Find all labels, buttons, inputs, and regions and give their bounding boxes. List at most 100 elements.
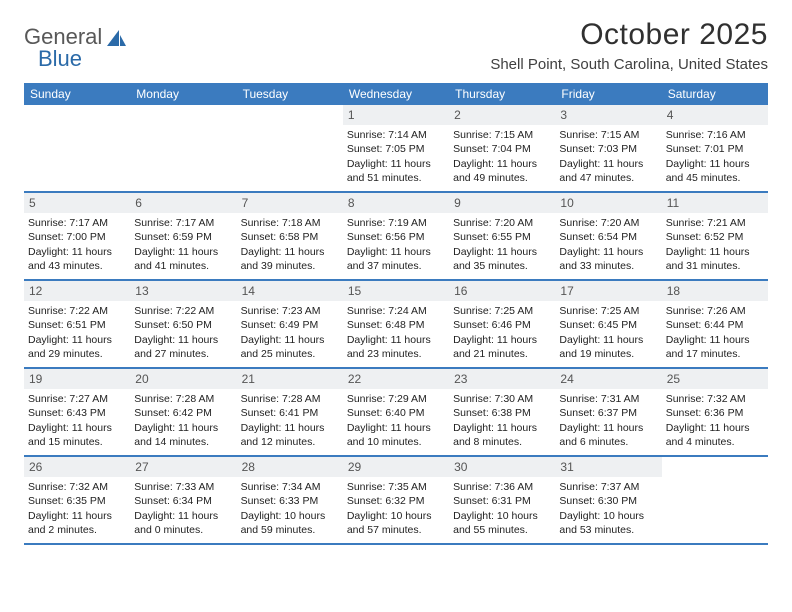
day-cell: 28Sunrise: 7:34 AMSunset: 6:33 PMDayligh… [237, 457, 343, 543]
sunrise-line: Sunrise: 7:22 AM [134, 304, 232, 318]
daylight-line: Daylight: 11 hours and 29 minutes. [28, 333, 126, 361]
sunset-line: Sunset: 7:03 PM [559, 142, 657, 156]
sunrise-line: Sunrise: 7:31 AM [559, 392, 657, 406]
sunrise-line: Sunrise: 7:19 AM [347, 216, 445, 230]
day-number: 14 [237, 281, 343, 301]
day-cell: 10Sunrise: 7:20 AMSunset: 6:54 PMDayligh… [555, 193, 661, 279]
daylight-line: Daylight: 11 hours and 47 minutes. [559, 157, 657, 185]
sunset-line: Sunset: 7:04 PM [453, 142, 551, 156]
day-number: 20 [130, 369, 236, 389]
daylight-line: Daylight: 10 hours and 57 minutes. [347, 509, 445, 537]
day-number: 17 [555, 281, 661, 301]
day-number: 4 [662, 105, 768, 125]
day-cell: 23Sunrise: 7:30 AMSunset: 6:38 PMDayligh… [449, 369, 555, 455]
daylight-line: Daylight: 11 hours and 27 minutes. [134, 333, 232, 361]
sunset-line: Sunset: 6:32 PM [347, 494, 445, 508]
day-cell: 25Sunrise: 7:32 AMSunset: 6:36 PMDayligh… [662, 369, 768, 455]
day-number: 29 [343, 457, 449, 477]
day-cell: 29 Sunrise: 7:35 AMSunset: 6:32 PMDayligh… [343, 457, 449, 543]
daylight-line: Daylight: 11 hours and 12 minutes. [241, 421, 339, 449]
day-cell: 19Sunrise: 7:27 AMSunset: 6:43 PMDayligh… [24, 369, 130, 455]
sunset-line: Sunset: 6:42 PM [134, 406, 232, 420]
sunset-line: Sunset: 6:56 PM [347, 230, 445, 244]
daylight-line: Daylight: 11 hours and 2 minutes. [28, 509, 126, 537]
sunset-line: Sunset: 6:52 PM [666, 230, 764, 244]
sunrise-line: Sunrise: 7:16 AM [666, 128, 764, 142]
week-row: 5 Sunrise: 7:17 AM Sunset: 7:00 PM Daylight… [24, 193, 768, 281]
sunrise-line: Sunrise: 7:23 AM [241, 304, 339, 318]
sunrise-line: Sunrise: 7:17 AM [134, 216, 232, 230]
day-cell: 14Sunrise: 7:23 AMSunset: 6:49 PMDayligh… [237, 281, 343, 367]
day-number: 5 [24, 193, 130, 213]
day-number: 12 [24, 281, 130, 301]
day-cell: 4Sunrise: 7:16 AMSunset: 7:01 PMDaylight… [662, 105, 768, 191]
sunrise-line: Sunrise: 7:29 AM [347, 392, 445, 406]
day-cell-empty [662, 457, 768, 543]
sunset-line: Sunset: 7:01 PM [666, 142, 764, 156]
sunset-line: Sunset: 6:54 PM [559, 230, 657, 244]
sunrise-line: Sunrise: 7:26 AM [666, 304, 764, 318]
weekday-header-row: SundayMondayTuesdayWednesdayThursdayFrid… [24, 83, 768, 105]
day-number: 2 [449, 105, 555, 125]
sunrise-line: Sunrise: 7:22 AM [28, 304, 126, 318]
day-cell: 22Sunrise: 7:29 AMSunset: 6:40 PMDayligh… [343, 369, 449, 455]
day-number: 8 [343, 193, 449, 213]
sunrise-line: Sunrise: 7:35 AM [347, 480, 445, 494]
day-cell: 3Sunrise: 7:15 AMSunset: 7:03 PMDaylight… [555, 105, 661, 191]
daylight-line: Daylight: 11 hours and 35 minutes. [453, 245, 551, 273]
day-number: 19 [24, 369, 130, 389]
sunrise-line: Sunrise: 7:14 AM [347, 128, 445, 142]
sunset-line: Sunset: 6:45 PM [559, 318, 657, 332]
weekday-header-cell: Thursday [449, 83, 555, 105]
day-cell: 12 Sunrise: 7:22 AMSunset: 6:51 PMDayligh… [24, 281, 130, 367]
month-title: October 2025 [490, 18, 768, 52]
sunrise-line: Sunrise: 7:34 AM [241, 480, 339, 494]
day-cell: 1Sunrise: 7:14 AMSunset: 7:05 PMDaylight… [343, 105, 449, 191]
day-cell: 27Sunrise: 7:33 AMSunset: 6:34 PMDayligh… [130, 457, 236, 543]
day-cell: 7Sunrise: 7:18 AMSunset: 6:58 PMDaylight… [237, 193, 343, 279]
sunrise-line: Sunrise: 7:15 AM [559, 128, 657, 142]
sunset-line: Sunset: 6:59 PM [134, 230, 232, 244]
day-number: 30 [449, 457, 555, 477]
logo: GeneralBlue [24, 24, 128, 72]
sunset-line: Sunset: 6:43 PM [28, 406, 126, 420]
daylight-line: Daylight: 11 hours and 51 minutes. [347, 157, 445, 185]
weekday-header-cell: Saturday [662, 83, 768, 105]
sunset-line: Sunset: 6:51 PM [28, 318, 126, 332]
day-number: 10 [555, 193, 661, 213]
weekday-header-cell: Friday [555, 83, 661, 105]
daylight-line: Daylight: 11 hours and 14 minutes. [134, 421, 232, 449]
day-cell: 18Sunrise: 7:26 AMSunset: 6:44 PMDayligh… [662, 281, 768, 367]
sunset-line: Sunset: 6:49 PM [241, 318, 339, 332]
sunset-line: Sunset: 6:35 PM [28, 494, 126, 508]
daylight-line: Daylight: 11 hours and 41 minutes. [134, 245, 232, 273]
sunrise-line: Sunrise: 7:24 AM [347, 304, 445, 318]
day-number: 28 [237, 457, 343, 477]
day-cell: 11Sunrise: 7:21 AMSunset: 6:52 PMDayligh… [662, 193, 768, 279]
day-cell: 31Sunrise: 7:37 AMSunset: 6:30 PMDayligh… [555, 457, 661, 543]
week-row: 26Sunrise: 7:32 AMSunset: 6:35 PMDayligh… [24, 457, 768, 545]
sunrise-line: Sunrise: 7:28 AM [134, 392, 232, 406]
sunset-line: Sunset: 7:00 PM [28, 230, 126, 244]
daylight-line: Daylight: 11 hours and 6 minutes. [559, 421, 657, 449]
day-number: 13 [130, 281, 236, 301]
weekday-header-cell: Monday [130, 83, 236, 105]
day-number: 24 [555, 369, 661, 389]
day-cell-empty [130, 105, 236, 191]
day-cell: 30Sunrise: 7:36 AMSunset: 6:31 PMDayligh… [449, 457, 555, 543]
day-number: 23 [449, 369, 555, 389]
day-cell: 13Sunrise: 7:22 AMSunset: 6:50 PMDayligh… [130, 281, 236, 367]
daylight-line: Daylight: 11 hours and 31 minutes. [666, 245, 764, 273]
sunrise-line: Sunrise: 7:18 AM [241, 216, 339, 230]
sunset-line: Sunset: 6:48 PM [347, 318, 445, 332]
day-cell: 20 Sunrise: 7:28 AMSunset: 6:42 PMDayligh… [130, 369, 236, 455]
sunset-line: Sunset: 7:05 PM [347, 142, 445, 156]
sunset-line: Sunset: 6:37 PM [559, 406, 657, 420]
daylight-line: Daylight: 11 hours and 17 minutes. [666, 333, 764, 361]
sunset-line: Sunset: 6:40 PM [347, 406, 445, 420]
sunrise-line: Sunrise: 7:28 AM [241, 392, 339, 406]
day-number: 18 [662, 281, 768, 301]
sunset-line: Sunset: 6:33 PM [241, 494, 339, 508]
daylight-line: Daylight: 11 hours and 19 minutes. [559, 333, 657, 361]
sunset-line: Sunset: 6:30 PM [559, 494, 657, 508]
